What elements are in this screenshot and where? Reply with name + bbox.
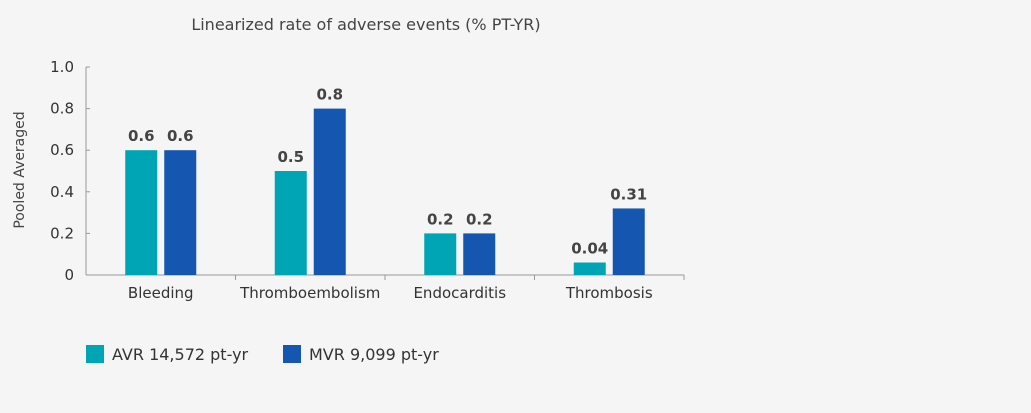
data-label: 0.04 <box>571 240 608 258</box>
bar <box>424 233 457 275</box>
bar <box>274 171 307 275</box>
bar <box>164 150 197 275</box>
data-label: 0.2 <box>427 210 454 228</box>
bar <box>612 208 645 275</box>
data-label: 0.8 <box>316 86 343 104</box>
y-tick-label: 0.4 <box>50 183 74 201</box>
legend-label: AVR 14,572 pt-yr <box>112 345 249 364</box>
legend-swatch <box>283 345 301 363</box>
bars: 0.6 0.6 0.5 0.8 0.2 0.2 0.04 0.31 <box>125 86 647 275</box>
bar <box>313 108 346 275</box>
y-tick-label: 1.0 <box>50 58 74 76</box>
bar <box>125 150 158 275</box>
y-tick-label: 0.8 <box>50 100 74 118</box>
data-label: 0.6 <box>167 127 194 145</box>
x-tick-label: Thromboembolism <box>239 284 380 302</box>
data-label: 0.31 <box>610 185 647 203</box>
y-tick-label: 0.2 <box>50 224 74 242</box>
y-axis-label: Pooled Averaged <box>12 111 28 228</box>
legend-swatch <box>86 345 104 363</box>
axes: 1.0 0.8 0.6 0.4 0.2 0 Bleeding Thromboembolism E… <box>50 58 685 302</box>
data-label: 0.6 <box>128 127 155 145</box>
x-tick-label: Thrombosis <box>565 284 653 302</box>
y-tick-label: 0 <box>64 266 74 284</box>
data-label: 0.2 <box>466 210 493 228</box>
legend-label: MVR 9,099 pt-yr <box>309 345 439 364</box>
bar <box>463 233 496 275</box>
x-tick-label: Endocarditis <box>413 284 506 302</box>
x-tick-label: Bleeding <box>128 284 194 302</box>
y-tick-label: 0.6 <box>50 141 74 159</box>
bar <box>573 262 606 275</box>
chart-title: Linearized rate of adverse events (% PT-… <box>191 15 540 34</box>
legend: AVR 14,572 pt-yr MVR 9,099 pt-yr <box>86 345 439 364</box>
data-label: 0.5 <box>277 148 304 166</box>
